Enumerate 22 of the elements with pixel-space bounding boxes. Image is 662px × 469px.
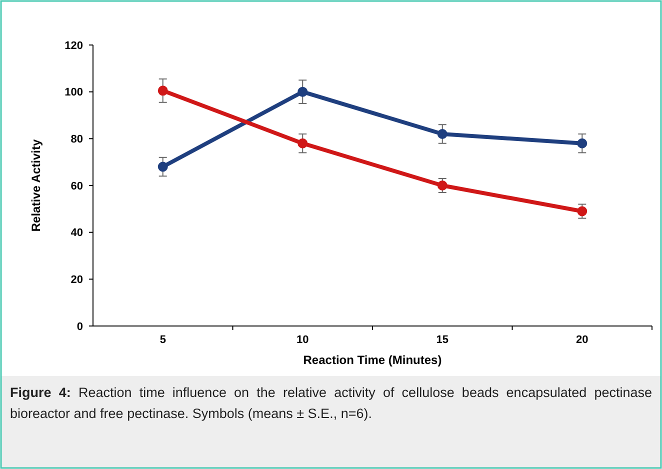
y-tick-label: 120 <box>64 40 83 52</box>
point <box>158 162 168 172</box>
y-tick-label: 60 <box>70 180 83 192</box>
point <box>298 86 308 97</box>
point <box>158 86 168 96</box>
y-tick-label: 20 <box>70 274 83 286</box>
point <box>577 206 588 216</box>
y-tick-label: 100 <box>64 86 83 99</box>
point <box>437 128 448 139</box>
y-tick-label: 40 <box>70 227 83 240</box>
y-tick-label: 80 <box>70 134 83 146</box>
caption: Figure 4: Reaction time influence on the relative activity of cellulose beads encapsulated pectinase bioreactor and free pectinase. Symbols (means ± S.E., n=6). <box>10 384 652 423</box>
y-axis-title: Relative Activity <box>29 139 43 232</box>
point <box>437 180 448 190</box>
x-tick-label: 15 <box>436 334 448 346</box>
x-tick-label: 10 <box>296 334 309 346</box>
x-axis-title: Reaction Time (Minutes) <box>303 353 442 367</box>
point <box>577 138 588 148</box>
x-tick-label: 5 <box>160 334 166 346</box>
point <box>298 138 308 148</box>
y-tick-label: 0 <box>76 320 83 333</box>
x-tick-label: 20 <box>576 334 588 346</box>
